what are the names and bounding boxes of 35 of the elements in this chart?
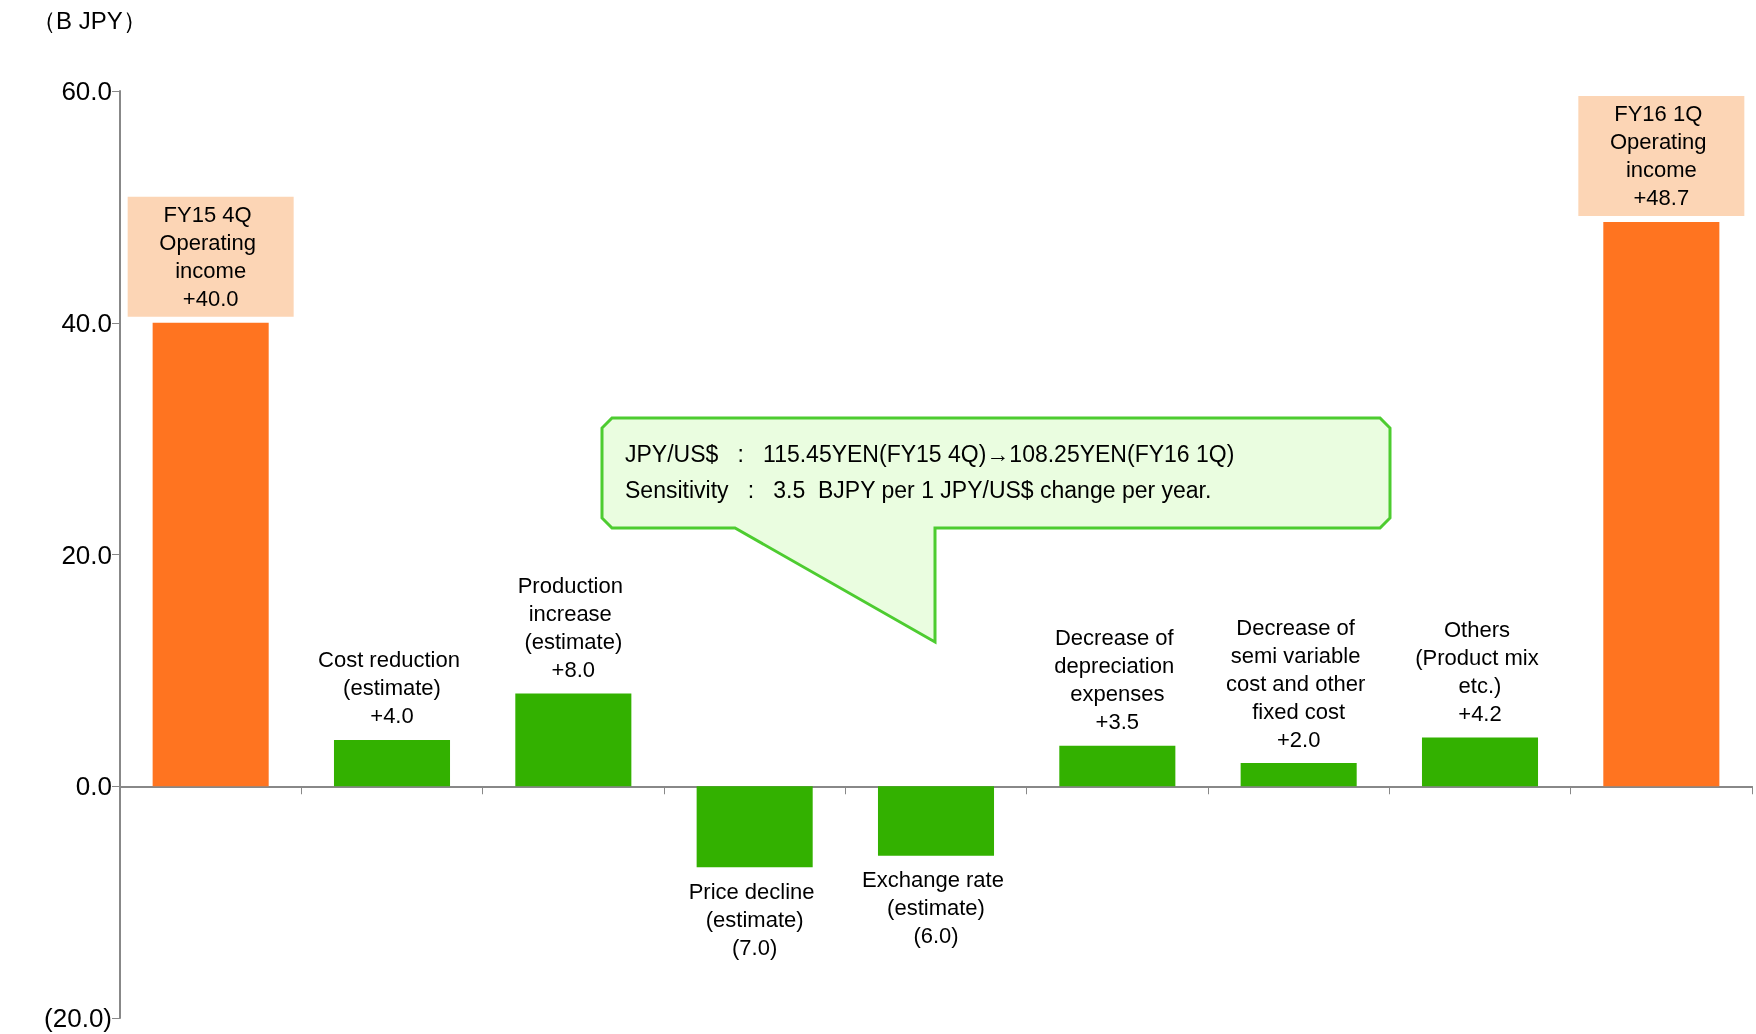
x-tick-label: Exchange rate (estimate): [862, 867, 1010, 921]
y-axis-title: （B JPY）: [32, 6, 147, 34]
bar: [515, 693, 632, 787]
x-tick-label: Cost reduction (estimate): [318, 647, 466, 701]
bar: [1240, 763, 1357, 787]
x-tick-label: Production increase (estimate): [517, 573, 629, 655]
data-label: +4.2: [1458, 701, 1502, 727]
data-label: +4.0: [370, 703, 414, 729]
y-tick-label: (20.0): [44, 1003, 112, 1033]
y-tick-label: 60.0: [61, 76, 112, 106]
bar: [1059, 745, 1176, 787]
bar: [877, 786, 995, 856]
bar: [696, 786, 813, 868]
data-label: +48.7: [1633, 185, 1690, 211]
data-label: +40.0: [182, 286, 239, 312]
annotation: JPY/US$ : 115.45YEN(FY15 4Q)→108.25YEN(FY16 1Q): [625, 441, 1235, 467]
bar: [1603, 221, 1720, 787]
annotation: Sensitivity : 3.5 BJPY per 1 JPY/US$ change per year.: [625, 477, 1212, 503]
x-tick-label: Price decline (estimate): [688, 878, 821, 932]
x-tick-label: FY15 4Q Operating income: [159, 202, 263, 284]
bar: [333, 739, 451, 787]
x-tick-label: Others (Product mix etc.): [1415, 617, 1545, 699]
data-label: +8.0: [551, 657, 596, 683]
bar: [152, 322, 269, 787]
y-tick-label: 40.0: [61, 307, 112, 338]
y-tick-label: 0.0: [75, 771, 112, 802]
data-label: +3.5: [1095, 709, 1140, 735]
bar: [1421, 737, 1539, 787]
data-label: (6.0): [913, 923, 959, 949]
data-label: (7.0): [732, 934, 778, 960]
x-tick-label: Decrease of semi variable cost and other fixed cost: [1225, 614, 1372, 724]
x-tick-label: FY16 1Q Operating income: [1609, 101, 1713, 183]
y-tick-label: 20.0: [61, 539, 112, 570]
data-label: +2.0: [1276, 726, 1321, 752]
x-tick-label: Decrease of depreciation expenses: [1054, 625, 1181, 707]
